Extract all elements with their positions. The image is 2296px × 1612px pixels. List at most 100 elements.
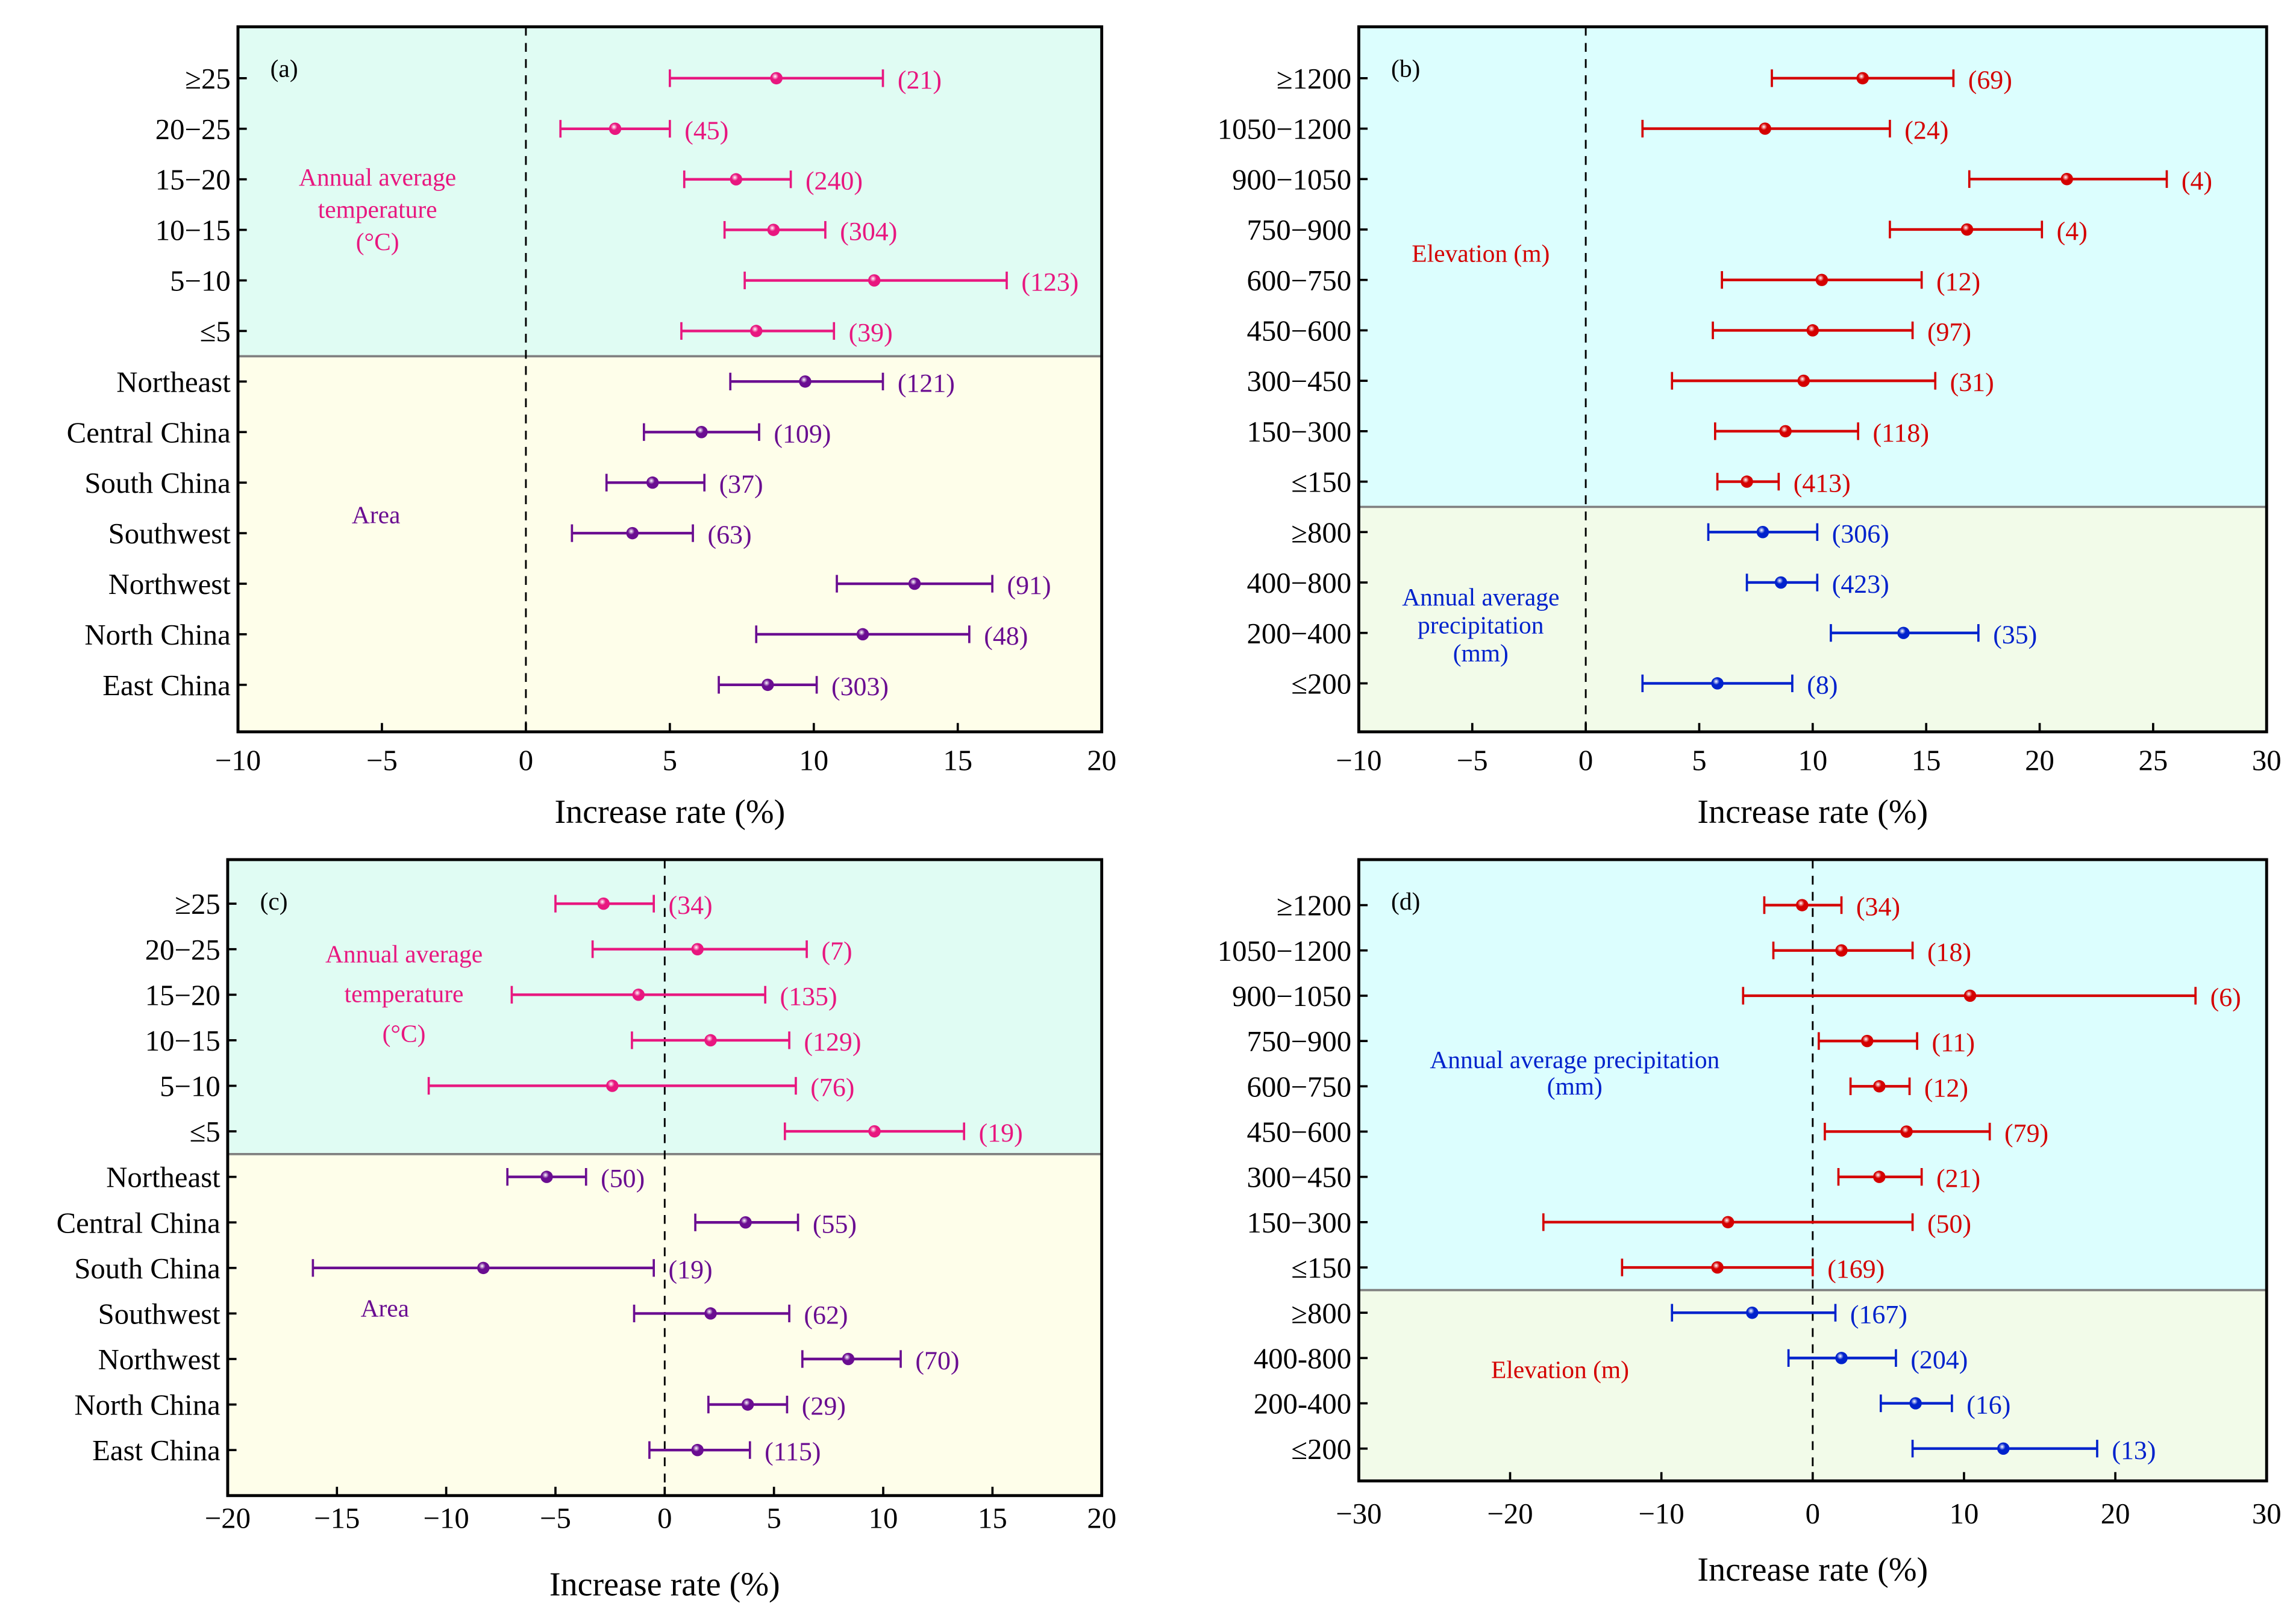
panel-a: (a) −10 −5 0 5 10 15 20 Increase rate (%) Annual … bbox=[67, 25, 1116, 831]
sample-count-label: (31) bbox=[1950, 368, 1994, 397]
sample-count-label: (34) bbox=[1856, 893, 1900, 922]
sample-count-label: (50) bbox=[1927, 1210, 1971, 1239]
sample-count-label: (19) bbox=[979, 1119, 1023, 1148]
x-tick-label: 10 bbox=[869, 1502, 898, 1534]
sample-count-label: (18) bbox=[1927, 938, 1971, 967]
mean-point bbox=[1806, 324, 1819, 337]
sample-count-label: (204) bbox=[1910, 1345, 1968, 1374]
x-tick-label: −5 bbox=[366, 744, 398, 776]
y-tick-label: ≤5 bbox=[190, 1116, 221, 1148]
y-tick-label: ≥1200 bbox=[1277, 63, 1351, 95]
mean-point bbox=[626, 526, 639, 540]
group-label: Elevation (m) bbox=[1491, 1356, 1629, 1384]
mean-point bbox=[856, 628, 869, 641]
y-tick-label: 300−450 bbox=[1247, 1161, 1351, 1194]
sample-count-label: (115) bbox=[765, 1437, 821, 1466]
sample-count-label: (70) bbox=[915, 1346, 959, 1375]
mean-point bbox=[1963, 989, 1977, 1002]
mean-point bbox=[1909, 1397, 1922, 1410]
y-tick-label: South China bbox=[84, 467, 230, 499]
mean-point bbox=[1711, 677, 1724, 690]
x-tick-label: 10 bbox=[1798, 744, 1827, 776]
y-tick-label: 5−10 bbox=[170, 265, 231, 298]
mean-point bbox=[1741, 475, 1753, 488]
sample-count-label: (24) bbox=[1904, 116, 1948, 145]
mean-point bbox=[1756, 526, 1769, 539]
y-tick-label: East China bbox=[92, 1434, 221, 1467]
y-tick-label: 200−400 bbox=[1247, 617, 1351, 650]
x-tick-label: −15 bbox=[314, 1502, 360, 1534]
sample-count-label: (39) bbox=[849, 318, 893, 347]
y-tick-label: North China bbox=[74, 1389, 220, 1422]
sample-count-label: (118) bbox=[1873, 419, 1929, 448]
mean-point bbox=[1960, 223, 1974, 236]
y-tick-label: Northeast bbox=[106, 1161, 221, 1194]
sample-count-label: (413) bbox=[1794, 469, 1851, 498]
mean-point bbox=[767, 223, 780, 236]
x-tick-label: 5 bbox=[663, 744, 677, 776]
mean-point bbox=[704, 1034, 717, 1047]
y-tick-label: East China bbox=[102, 669, 231, 702]
x-axis-label: Increase rate (%) bbox=[1697, 1551, 1928, 1589]
mean-point bbox=[1746, 1306, 1759, 1319]
y-tick-label: 750−900 bbox=[1247, 1025, 1351, 1058]
mean-point bbox=[1759, 122, 1771, 135]
x-tick-label: 30 bbox=[2252, 1498, 2282, 1530]
group-background bbox=[1359, 27, 2267, 507]
mean-point bbox=[646, 476, 659, 489]
y-tick-label: 900−1050 bbox=[1232, 980, 1351, 1013]
mean-point bbox=[477, 1261, 490, 1275]
y-tick-label: ≥800 bbox=[1291, 516, 1351, 549]
y-tick-label: ≥25 bbox=[185, 63, 231, 95]
mean-point bbox=[1873, 1080, 1886, 1093]
sample-count-label: (35) bbox=[1993, 620, 2037, 649]
panel-d: (d) −30 −20 −10 0 10 20 30 Increase rate (%) Elev… bbox=[1218, 858, 2282, 1589]
sample-count-label: (63) bbox=[707, 520, 751, 549]
sample-count-label: (45) bbox=[684, 116, 728, 145]
mean-point bbox=[741, 1398, 754, 1411]
y-tick-label: ≥1200 bbox=[1277, 890, 1351, 922]
x-tick-label: 25 bbox=[2139, 744, 2168, 776]
x-tick-label: 0 bbox=[1806, 1498, 1820, 1530]
sample-count-label: (121) bbox=[898, 369, 955, 398]
plot-frame bbox=[236, 25, 1104, 734]
mean-point bbox=[1795, 899, 1809, 911]
y-tick-label: 5−10 bbox=[160, 1070, 221, 1103]
y-tick-label: ≥25 bbox=[175, 888, 221, 920]
group-label: temperature bbox=[318, 195, 437, 223]
mean-point bbox=[908, 577, 921, 590]
sample-count-label: (13) bbox=[2112, 1436, 2156, 1465]
sample-count-label: (12) bbox=[1936, 267, 1980, 296]
y-tick-label: Central China bbox=[67, 416, 231, 449]
group-label: (mm) bbox=[1453, 639, 1509, 667]
mean-point bbox=[691, 943, 704, 955]
y-tick-label: 450−600 bbox=[1247, 1116, 1351, 1149]
y-tick-label: 10−15 bbox=[155, 214, 231, 247]
x-tick-label: 20 bbox=[2101, 1498, 2130, 1530]
mean-point bbox=[1873, 1170, 1886, 1183]
mean-point bbox=[1779, 425, 1792, 438]
panel-label: (b) bbox=[1391, 54, 1420, 83]
group-background bbox=[1359, 507, 2267, 732]
sample-count-label: (11) bbox=[1932, 1028, 1974, 1057]
sample-count-label: (48) bbox=[984, 622, 1028, 651]
y-tick-label: Northwest bbox=[108, 568, 231, 601]
x-axis-label: Increase rate (%) bbox=[1697, 793, 1928, 831]
y-tick-label: 15−20 bbox=[155, 164, 231, 196]
sample-count-label: (240) bbox=[805, 167, 863, 196]
group-background bbox=[237, 356, 1102, 732]
sample-count-label: (76) bbox=[810, 1073, 854, 1102]
y-tick-label: 1050−1200 bbox=[1218, 935, 1351, 967]
group-label: Elevation (m) bbox=[1412, 240, 1550, 268]
sample-count-label: (29) bbox=[802, 1392, 846, 1421]
y-tick-label: 400-800 bbox=[1254, 1342, 1351, 1375]
y-tick-label: 20−25 bbox=[145, 934, 221, 966]
sample-count-label: (21) bbox=[898, 66, 942, 95]
mean-point bbox=[540, 1170, 553, 1183]
x-tick-label: −10 bbox=[1639, 1498, 1684, 1530]
sample-count-label: (21) bbox=[1936, 1164, 1980, 1193]
sample-count-label: (19) bbox=[669, 1255, 713, 1284]
x-axis-label: Increase rate (%) bbox=[554, 793, 785, 831]
sample-count-label: (97) bbox=[1927, 317, 1971, 346]
sample-count-label: (129) bbox=[804, 1028, 861, 1057]
